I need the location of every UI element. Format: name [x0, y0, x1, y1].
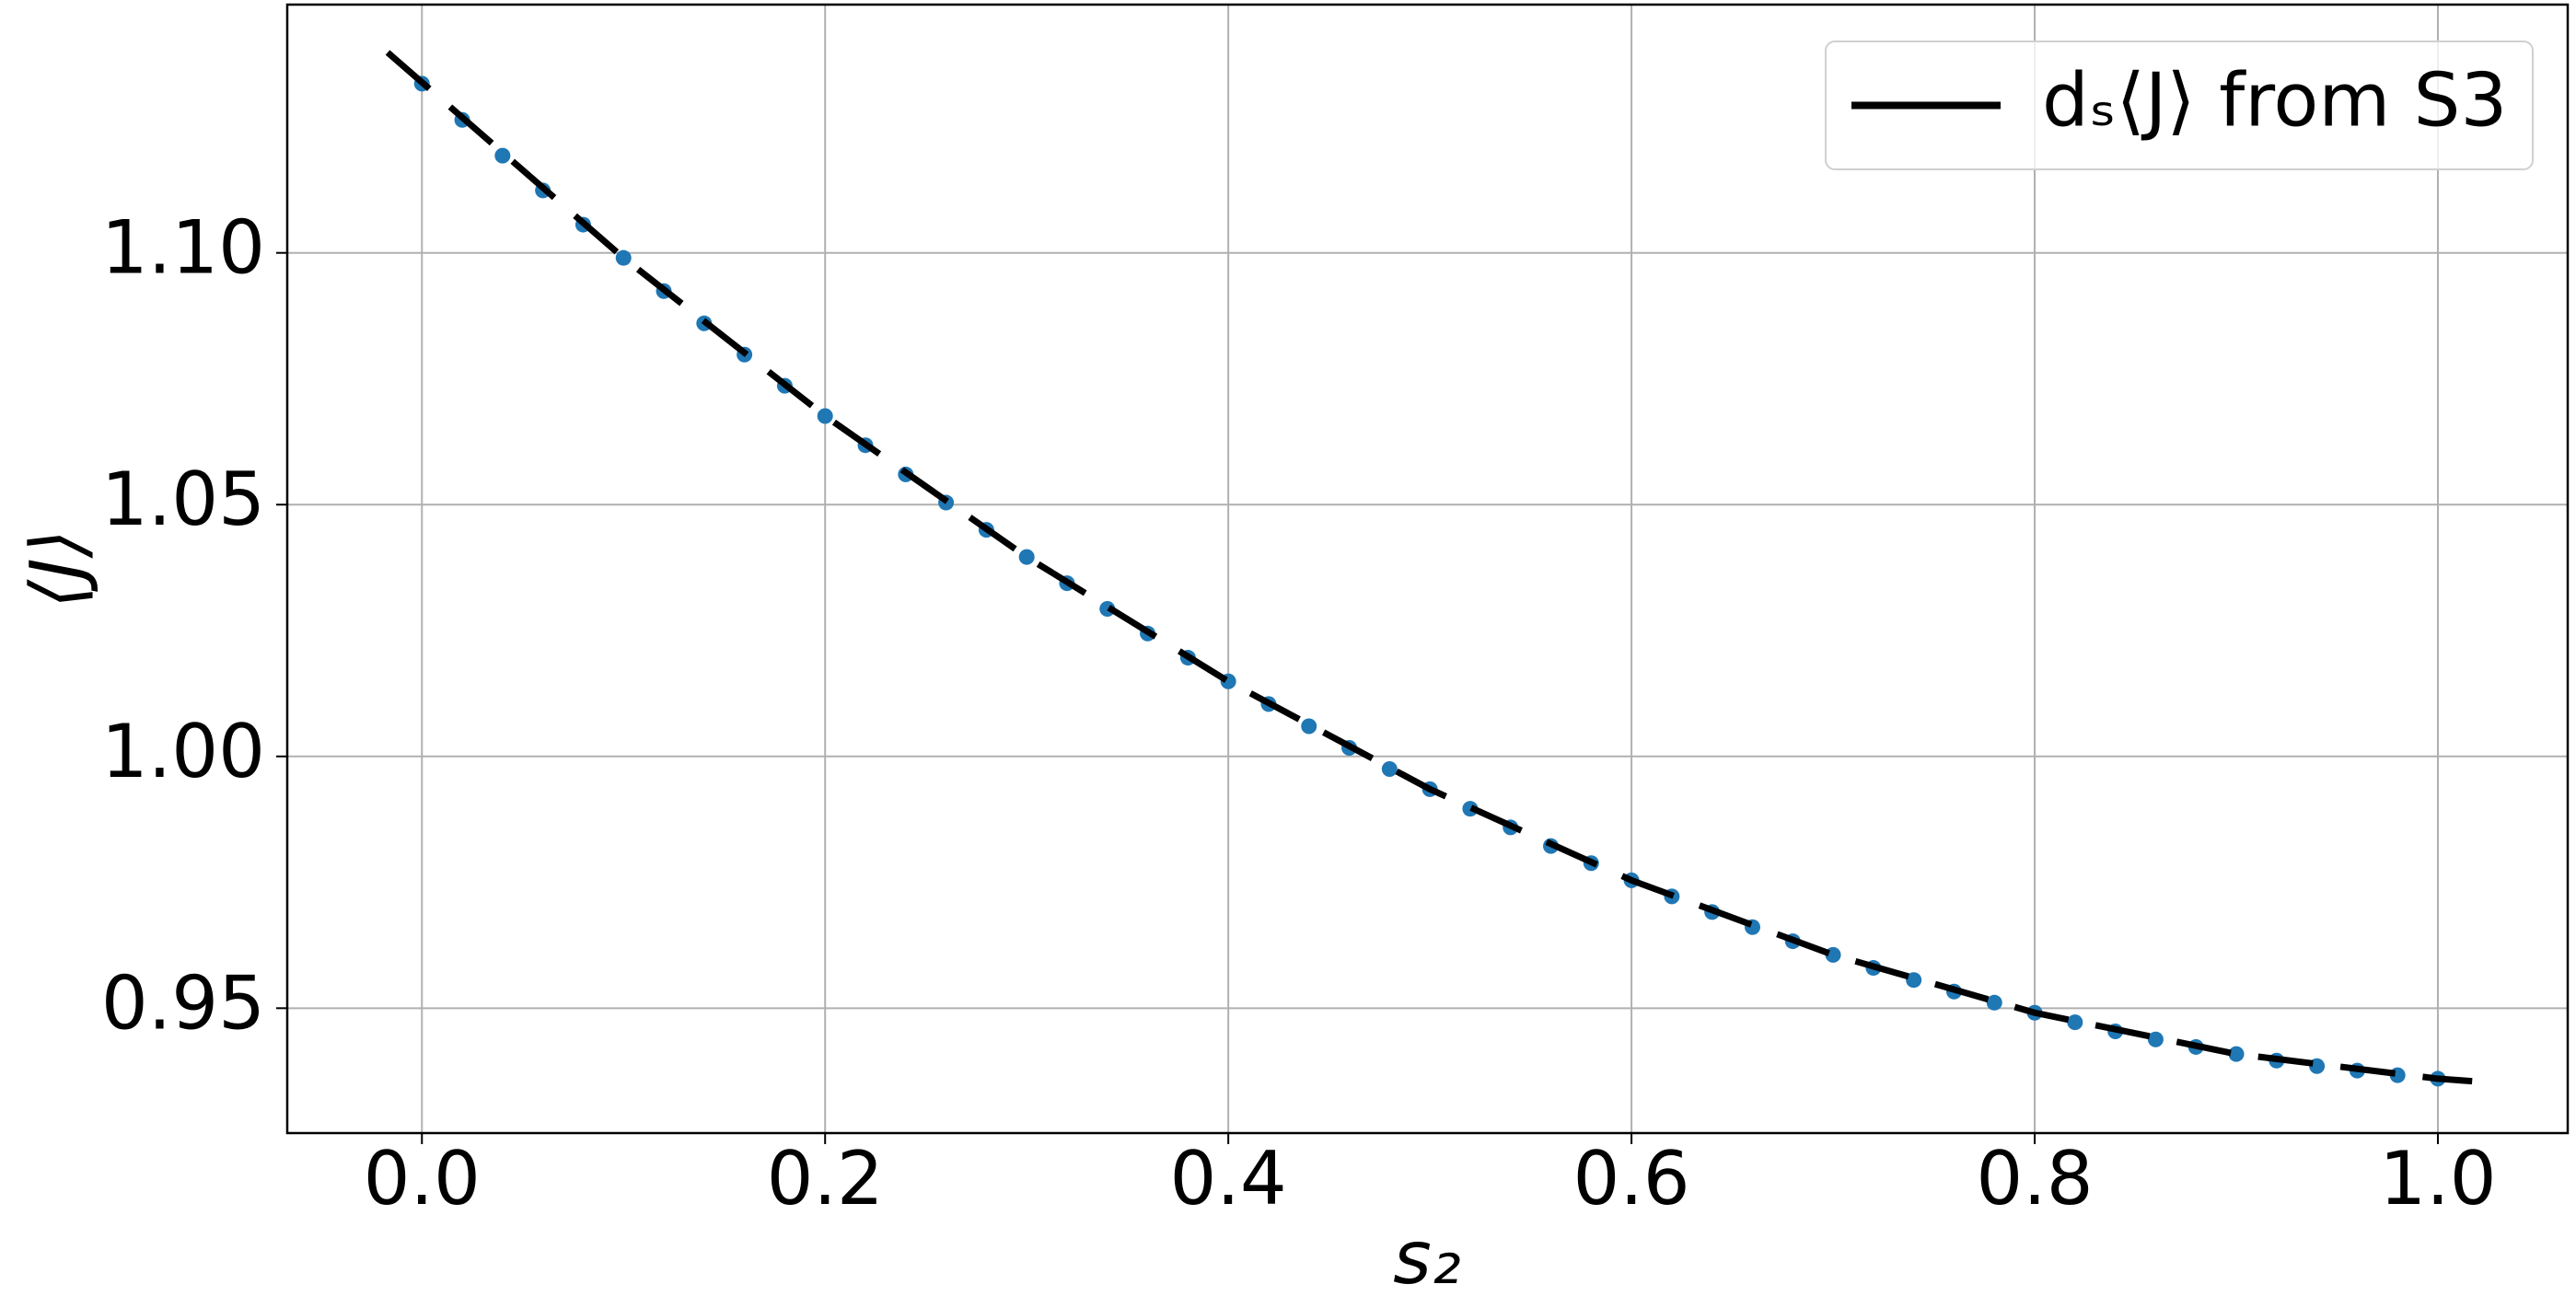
legend-box [1825, 40, 2534, 170]
x-tick-label: 0.4 [1170, 1136, 1287, 1221]
point [2067, 1014, 2083, 1031]
x-tick-label: 1.0 [2379, 1136, 2496, 1221]
point [817, 408, 833, 424]
point [1381, 760, 1398, 777]
point [1301, 718, 1317, 735]
point [1462, 801, 1479, 817]
y-axis-label: ⟨J⟩ [15, 529, 100, 608]
legend-label: dₛ⟨J⟩ from S3 [2042, 57, 2507, 143]
point [2228, 1046, 2245, 1062]
y-tick-label: 1.05 [101, 457, 265, 542]
point [2147, 1031, 2164, 1047]
y-tick-label: 1.00 [101, 709, 265, 794]
point [1018, 549, 1035, 565]
point [615, 249, 632, 266]
y-tick-label: 1.10 [101, 205, 265, 291]
point [494, 147, 511, 164]
point [1986, 994, 2002, 1011]
x-tick-label: 0.0 [364, 1136, 481, 1221]
point [1906, 972, 1922, 989]
x-axis-label: s₂ [1393, 1215, 1461, 1296]
x-tick-label: 0.8 [1976, 1136, 2093, 1221]
x-tick-label: 0.2 [767, 1136, 884, 1221]
x-tick-label: 0.6 [1572, 1136, 1689, 1221]
plot-frame [285, 3, 2570, 1135]
line [385, 50, 2473, 1085]
y-tick-label: 0.95 [101, 960, 265, 1046]
